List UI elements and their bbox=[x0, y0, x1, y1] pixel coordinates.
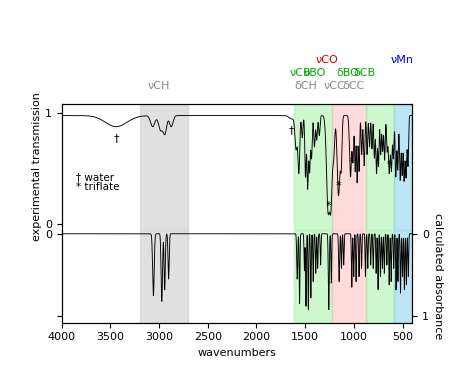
Text: νCC: νCC bbox=[324, 81, 345, 91]
Text: *: * bbox=[326, 201, 331, 211]
Text: * triflate: * triflate bbox=[76, 182, 119, 192]
Text: δBO: δBO bbox=[337, 68, 359, 78]
Text: νCH: νCH bbox=[148, 81, 170, 91]
Bar bbox=[139, 104, 188, 230]
Text: *: * bbox=[386, 160, 392, 170]
Bar bbox=[332, 104, 365, 230]
Text: δCB: δCB bbox=[353, 68, 375, 78]
Bar bbox=[394, 104, 412, 230]
Bar bbox=[293, 104, 332, 230]
Text: νCO: νCO bbox=[316, 55, 338, 65]
X-axis label: wavenumbers: wavenumbers bbox=[198, 348, 276, 358]
Bar bbox=[293, 230, 332, 323]
Text: δCH: δCH bbox=[295, 81, 318, 91]
Text: δCC: δCC bbox=[342, 81, 365, 91]
Text: *: * bbox=[336, 181, 342, 191]
Text: νCB: νCB bbox=[290, 68, 311, 78]
Text: *: * bbox=[348, 157, 354, 167]
Y-axis label: calculated absorbance: calculated absorbance bbox=[433, 213, 443, 339]
Bar bbox=[394, 230, 412, 323]
Text: † water: † water bbox=[76, 172, 114, 182]
Text: †: † bbox=[113, 133, 119, 143]
Text: νMn: νMn bbox=[391, 55, 414, 65]
Bar bbox=[365, 230, 394, 323]
Y-axis label: experimental transmission: experimental transmission bbox=[32, 92, 42, 241]
Bar bbox=[365, 104, 394, 230]
Text: †: † bbox=[289, 126, 294, 135]
Bar bbox=[332, 230, 365, 323]
Bar bbox=[139, 230, 188, 323]
Text: νBO: νBO bbox=[304, 68, 326, 78]
